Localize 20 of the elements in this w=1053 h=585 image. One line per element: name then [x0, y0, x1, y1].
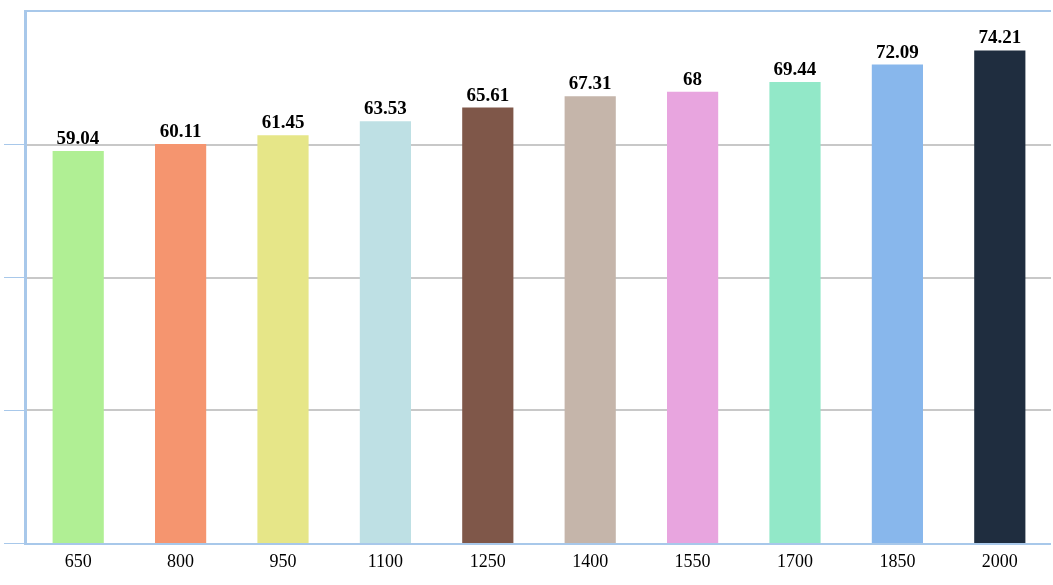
x-tick-label: 1550	[674, 550, 711, 571]
x-tick-label: 1100	[367, 550, 404, 571]
x-tick-label: 1400	[572, 550, 609, 571]
data-label: 63.53	[364, 97, 407, 119]
data-label: 69.44	[773, 58, 817, 80]
data-label: 72.09	[876, 40, 919, 62]
data-label: 61.45	[261, 111, 305, 133]
data-label: 59.04	[56, 127, 100, 149]
x-tick-label: 2000	[981, 550, 1018, 571]
x-tick-label: 1700	[777, 550, 813, 571]
data-label: 60.11	[159, 120, 202, 142]
x-tick-label: 650	[64, 550, 92, 571]
data-label: 74.21	[978, 26, 1022, 48]
x-tick-label: 1850	[879, 550, 916, 571]
x-tick-label: 800	[167, 550, 195, 571]
x-tick-label: 1250	[469, 550, 506, 571]
data-label: 65.61	[466, 83, 510, 105]
x-tick-label: 950	[269, 550, 297, 571]
data-label: 68	[683, 67, 703, 89]
data-label: 67.31	[568, 72, 612, 94]
